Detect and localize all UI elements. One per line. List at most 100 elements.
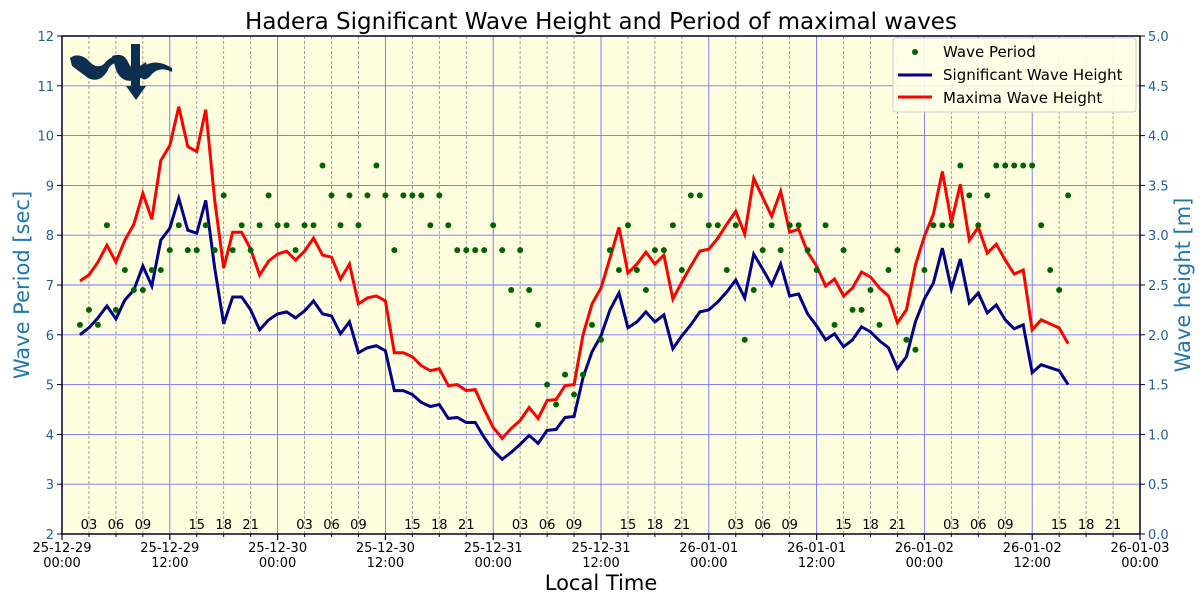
wave-period-point [1065,192,1071,198]
wave-period-point [364,192,370,198]
x-tick-label-time: 00:00 [259,556,296,571]
y-tick-label-left: 10 [37,130,54,145]
wave-period-point [104,222,110,228]
minor-tick-label: 18 [431,518,448,533]
wave-period-point [670,222,676,228]
wave-period-point [571,392,577,398]
x-tick-label-date: 26-01-03 [1110,541,1169,556]
wave-period-point [894,247,900,253]
wave-period-point [814,267,820,273]
wave-period-point [427,222,433,228]
y-tick-label-left: 5 [46,379,54,394]
wave-period-point [975,222,981,228]
legend-label-hs: Significant Wave Height [943,66,1123,84]
x-tick-label-date: 26-01-02 [895,541,954,556]
wave-period-point [688,192,694,198]
wave-period-point [86,307,92,313]
wave-period-point [149,267,155,273]
wave-period-point [436,192,442,198]
wave-period-point [329,192,335,198]
y-tick-label-right: 3.0 [1148,229,1169,244]
wave-period-point [239,222,245,228]
y-tick-label-left: 4 [46,428,54,443]
x-tick-label-time: 12:00 [582,556,619,571]
y-tick-label-right: 5.0 [1148,30,1169,45]
chart-title: Hadera Significant Wave Height and Perio… [245,9,957,35]
minor-tick-label: 09 [781,518,798,533]
minor-tick-label: 18 [647,518,664,533]
minor-tick-label: 09 [350,518,367,533]
y-tick-label-left: 3 [46,478,54,493]
minor-tick-label: 21 [889,518,906,533]
wave-period-point [742,337,748,343]
x-axis-label: Local Time [545,571,658,595]
wave-period-point [409,192,415,198]
x-tick-label-date: 25-12-30 [248,541,307,556]
wave-period-point [266,192,272,198]
wave-period-point [1047,267,1053,273]
minor-tick-label: 03 [512,518,529,533]
minor-tick-label: 18 [1078,518,1095,533]
wave-period-point [382,192,388,198]
wave-period-point [562,372,568,378]
minor-tick-label: 03 [943,518,960,533]
wave-period-point [355,222,361,228]
y-tick-label-right: 2.0 [1148,329,1169,344]
wave-period-point [706,222,712,228]
y-tick-label-right: 4.5 [1148,80,1169,95]
wave-period-point [993,162,999,168]
minor-tick-label: 15 [404,518,421,533]
wave-period-point [760,247,766,253]
y-tick-label-right: 1.5 [1148,379,1169,394]
wave-period-point [490,222,496,228]
y-tick-label-right: 3.5 [1148,179,1169,194]
x-tick-label-time: 12:00 [367,556,404,571]
wave-period-point [876,322,882,328]
wave-period-point [302,222,308,228]
y-tick-label-left: 2 [46,528,54,543]
wave-period-point [284,222,290,228]
wave-period-point [131,287,137,293]
minor-tick-label: 18 [215,518,232,533]
wave-period-point [346,192,352,198]
x-tick-label-date: 25-12-29 [32,541,91,556]
legend-period-marker [912,49,918,55]
wave-period-point [320,162,326,168]
y-tick-label-left: 8 [46,229,54,244]
y-tick-label-left: 7 [46,279,54,294]
wave-period-point [418,192,424,198]
wave-period-point [445,222,451,228]
wave-period-point [751,287,757,293]
wave-period-point [616,267,622,273]
x-tick-label-time: 00:00 [690,556,727,571]
wave-period-point [868,287,874,293]
x-tick-label-date: 25-12-31 [464,541,523,556]
x-tick-label-time: 12:00 [798,556,835,571]
wave-period-point [643,287,649,293]
y-tick-label-left: 11 [37,80,54,95]
x-tick-label-date: 25-12-31 [571,541,630,556]
minor-tick-label: 09 [997,518,1014,533]
wave-period-point [769,222,775,228]
wave-period-point [535,322,541,328]
wave-period-point [850,307,856,313]
wave-period-point [634,267,640,273]
wave-period-point [1056,287,1062,293]
minor-tick-label: 15 [1051,518,1068,533]
x-tick-label-time: 12:00 [1013,556,1050,571]
wave-period-point [966,192,972,198]
wave-period-point [194,247,200,253]
wave-period-point [1020,162,1026,168]
wave-period-point [230,247,236,253]
wave-period-point [984,192,990,198]
minor-tick-label: 21 [674,518,691,533]
minor-tick-label: 21 [1105,518,1122,533]
y-tick-label-right: 1.0 [1148,428,1169,443]
wave-period-point [158,267,164,273]
x-tick-label-date: 26-01-01 [787,541,846,556]
minor-tick-label: 09 [135,518,152,533]
y-tick-label-right: 0.0 [1148,528,1169,543]
legend-label-hmax: Maxima Wave Height [943,89,1102,107]
wave-period-point [1029,162,1035,168]
y-axis-label-left: Wave Period [sec] [10,191,34,379]
